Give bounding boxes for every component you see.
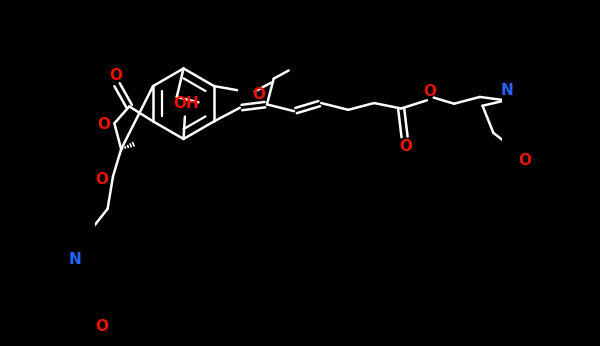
Text: O: O <box>423 84 436 99</box>
Text: O: O <box>95 319 109 334</box>
Text: O: O <box>109 68 122 83</box>
Text: N: N <box>500 83 513 98</box>
Text: O: O <box>253 87 265 102</box>
Text: O: O <box>518 153 531 168</box>
Text: O: O <box>400 139 412 154</box>
Text: O: O <box>95 172 109 187</box>
Text: O: O <box>98 117 111 132</box>
Text: OH: OH <box>173 95 199 110</box>
Text: N: N <box>68 252 82 267</box>
